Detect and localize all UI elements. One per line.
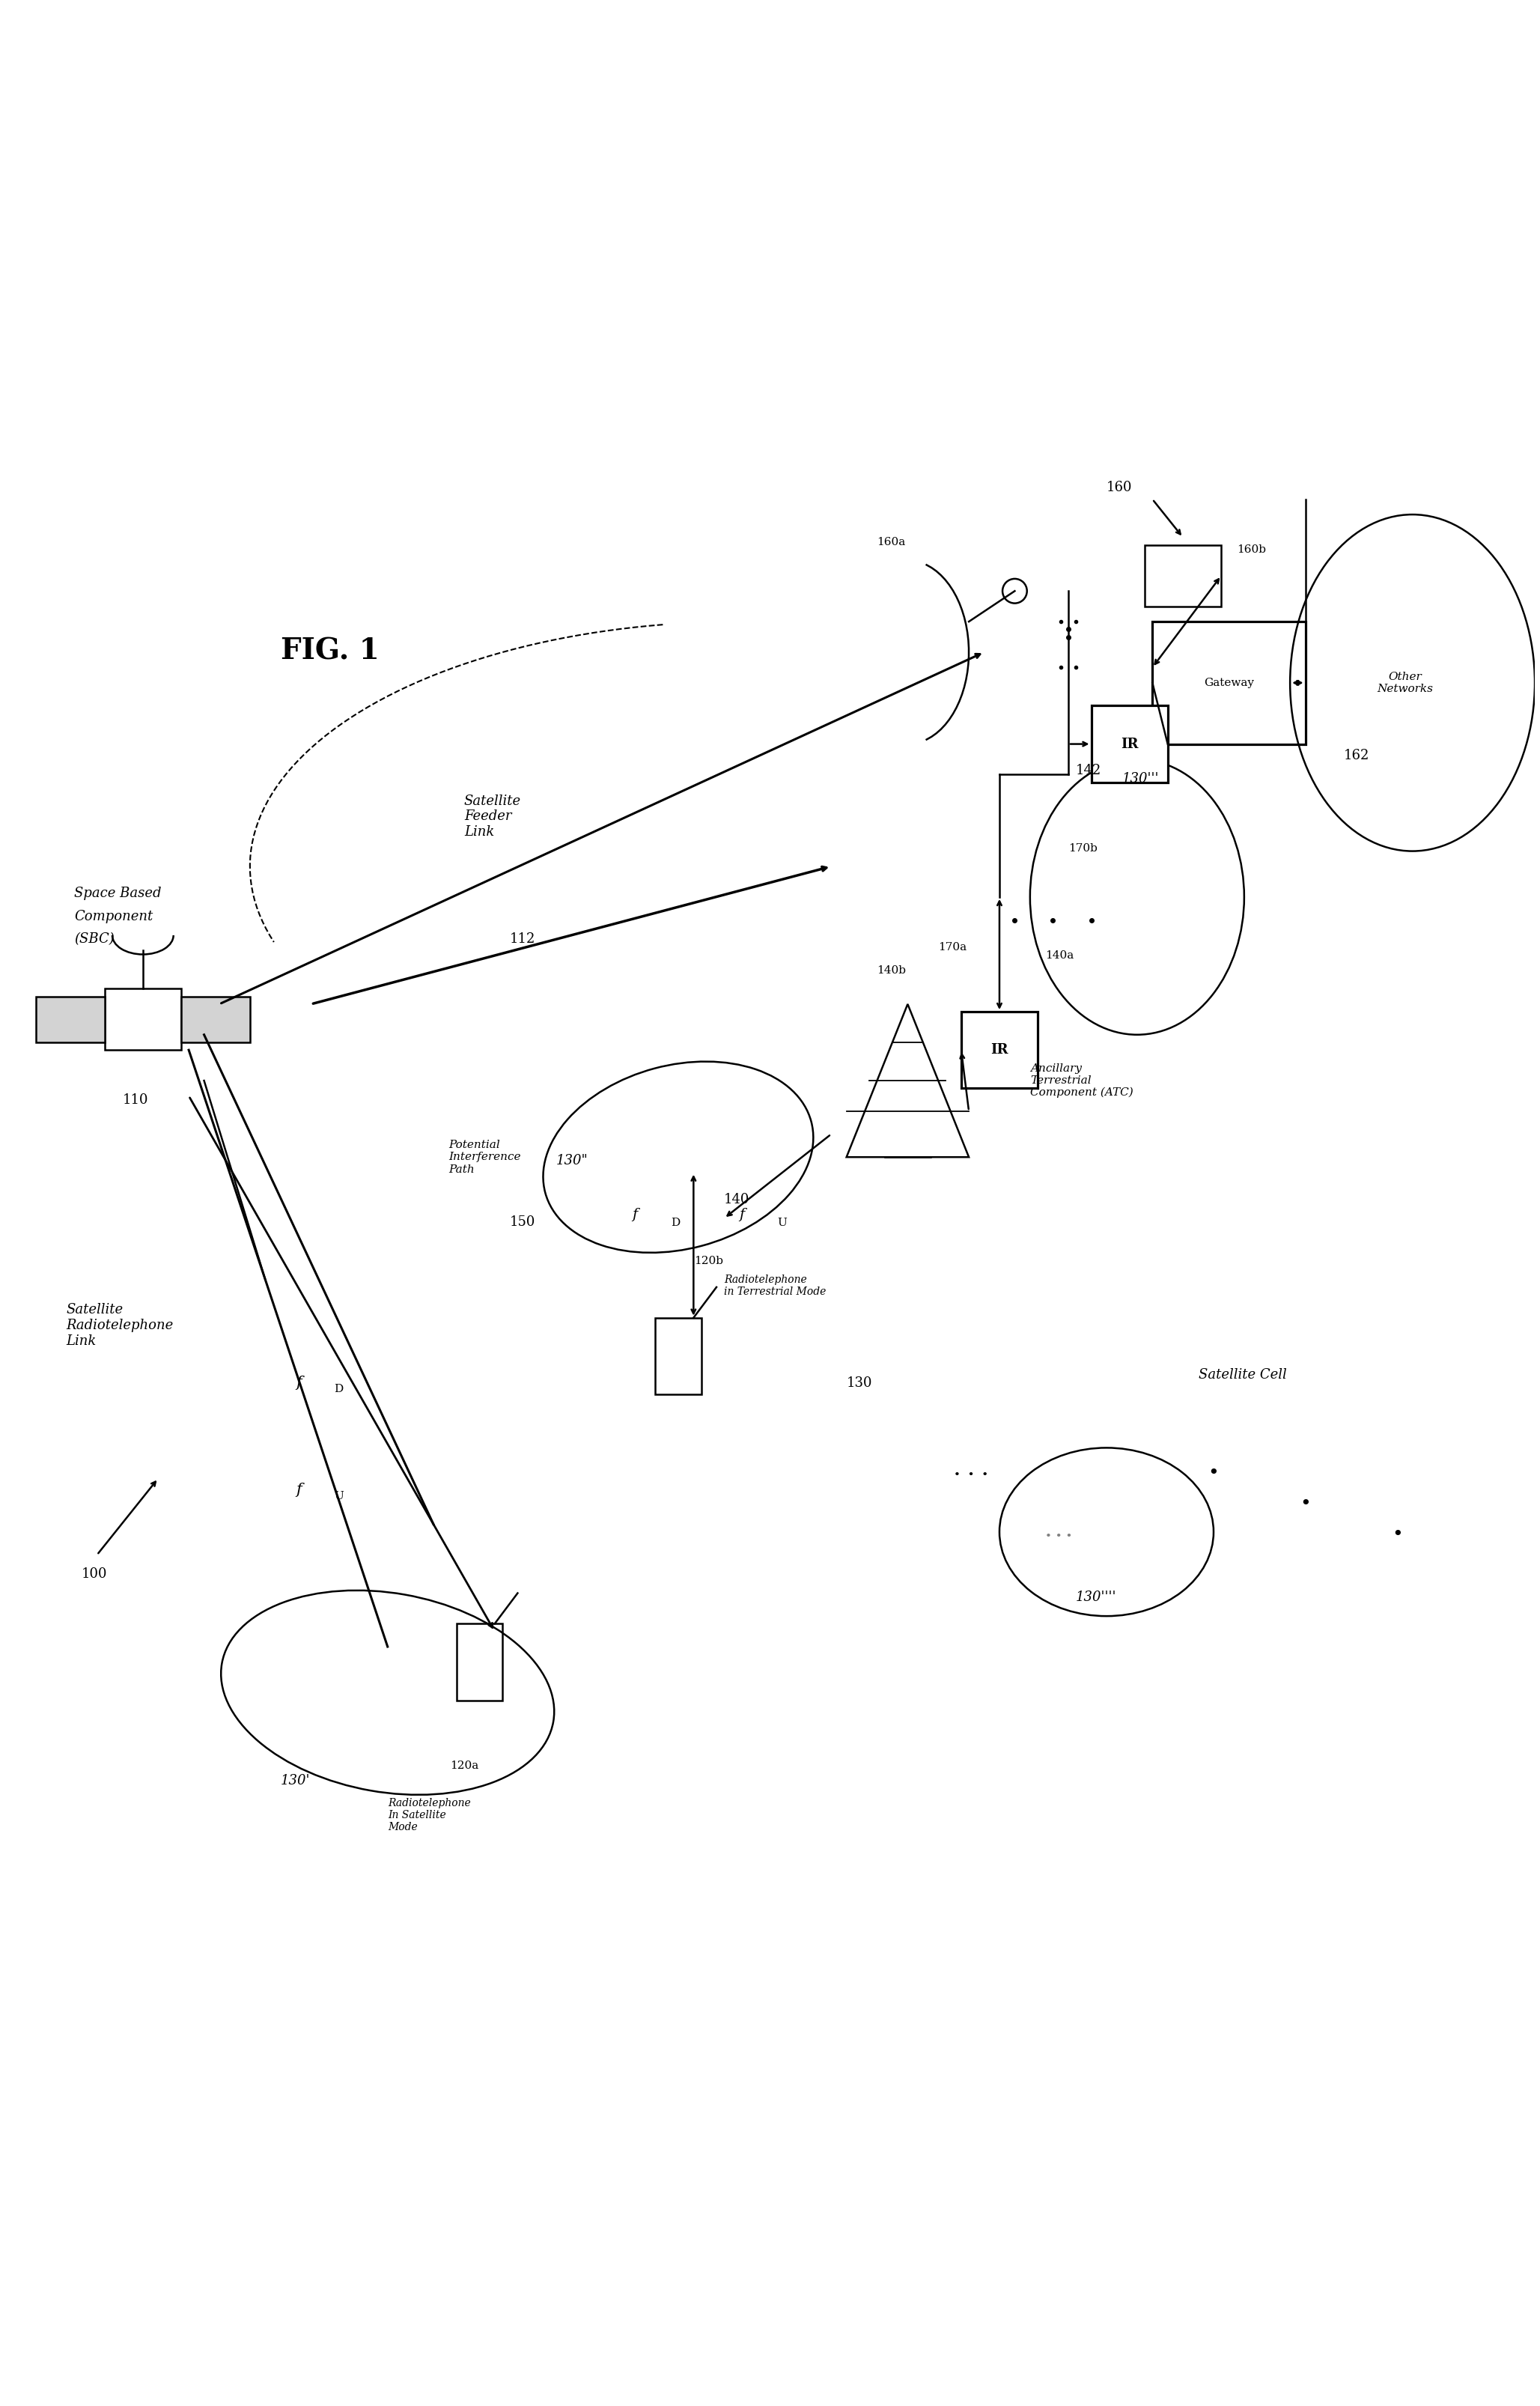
Text: f: f — [296, 1482, 302, 1497]
Text: Satellite
Feeder
Link: Satellite Feeder Link — [464, 794, 521, 840]
Text: 160: 160 — [1107, 481, 1132, 496]
Text: Potential
Interference
Path: Potential Interference Path — [448, 1140, 521, 1174]
Text: 100: 100 — [82, 1566, 108, 1581]
Text: f: f — [296, 1376, 302, 1391]
Text: 160a: 160a — [878, 537, 906, 549]
Text: Satellite Cell: Satellite Cell — [1198, 1369, 1286, 1381]
Text: •: • — [1207, 1465, 1220, 1482]
Text: U: U — [334, 1492, 343, 1501]
Text: D: D — [334, 1383, 343, 1393]
Text: f: f — [633, 1208, 638, 1222]
Text: Radiotelephone
in Terrestrial Mode: Radiotelephone in Terrestrial Mode — [724, 1275, 827, 1297]
Text: 162: 162 — [1343, 748, 1369, 763]
Text: •  •  •: • • • — [953, 1470, 989, 1480]
Text: Space Based: Space Based — [74, 885, 162, 900]
FancyBboxPatch shape — [456, 1624, 502, 1701]
Text: 170b: 170b — [1069, 842, 1098, 854]
Text: 150: 150 — [510, 1215, 536, 1229]
Text: (SBC): (SBC) — [74, 934, 114, 946]
Text: 130': 130' — [280, 1773, 310, 1788]
Text: Gateway: Gateway — [1204, 678, 1254, 688]
FancyBboxPatch shape — [961, 1013, 1038, 1088]
FancyBboxPatch shape — [656, 1318, 701, 1393]
Text: Other
Networks: Other Networks — [1377, 671, 1432, 693]
Text: •: • — [1300, 1494, 1311, 1513]
Text: 120a: 120a — [450, 1761, 479, 1771]
Text: Satellite
Radiotelephone
Link: Satellite Radiotelephone Link — [66, 1304, 174, 1347]
Text: 140: 140 — [724, 1193, 750, 1205]
Text: IR: IR — [990, 1044, 1009, 1056]
Text: • • •: • • • — [1046, 1530, 1072, 1542]
FancyBboxPatch shape — [105, 989, 182, 1049]
Text: f: f — [739, 1208, 745, 1222]
Text: 130''': 130''' — [1121, 772, 1160, 784]
Text: 160b: 160b — [1237, 544, 1266, 556]
Text: Ancillary
Terrestrial
Component (ATC): Ancillary Terrestrial Component (ATC) — [1030, 1063, 1133, 1097]
Text: 110: 110 — [122, 1092, 148, 1107]
Text: 130": 130" — [556, 1155, 588, 1167]
FancyBboxPatch shape — [1152, 621, 1306, 743]
Text: D: D — [670, 1217, 679, 1227]
Text: Component: Component — [74, 909, 152, 924]
FancyBboxPatch shape — [1144, 546, 1221, 606]
FancyBboxPatch shape — [1092, 705, 1167, 782]
Text: IR: IR — [1121, 736, 1138, 751]
Polygon shape — [35, 996, 105, 1042]
Text: 140a: 140a — [1046, 950, 1073, 960]
Text: 112: 112 — [510, 934, 536, 946]
Text: 130'''': 130'''' — [1076, 1590, 1116, 1605]
Text: 140b: 140b — [878, 965, 906, 977]
Text: 170a: 170a — [938, 943, 967, 953]
Text: 120b: 120b — [695, 1256, 724, 1266]
Text: U: U — [778, 1217, 787, 1227]
Text: 130: 130 — [847, 1376, 872, 1391]
Polygon shape — [182, 996, 249, 1042]
Text: Radiotelephone
In Satellite
Mode: Radiotelephone In Satellite Mode — [388, 1797, 471, 1833]
Text: •: • — [1392, 1525, 1403, 1542]
Text: 142: 142 — [1076, 765, 1101, 777]
Text: FIG. 1: FIG. 1 — [280, 638, 379, 666]
